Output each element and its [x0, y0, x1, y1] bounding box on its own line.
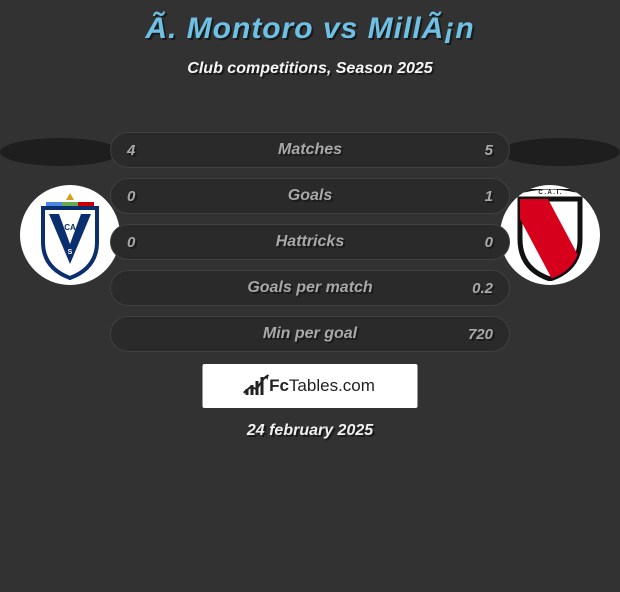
velez-sarsfield-badge: CA S: [31, 190, 109, 280]
brand-rest: Tables.com: [289, 376, 375, 395]
source-logo: FcTables.com: [203, 364, 418, 408]
stat-left-value: 0: [127, 234, 135, 251]
stat-row-hattricks: 0 Hattricks 0: [110, 224, 510, 260]
stat-row-goals-per-match: Goals per match 0.2: [110, 270, 510, 306]
comparison-title: Ã. Montoro vs MillÃ¡n: [0, 12, 620, 46]
stat-row-goals: 0 Goals 1: [110, 178, 510, 214]
shadow-left: [0, 138, 120, 166]
chart-icon: [245, 377, 263, 395]
stats-rows: 4 Matches 5 0 Goals 1 0 Hattricks 0 Goal…: [110, 132, 510, 362]
stat-label: Goals per match: [247, 279, 372, 297]
stat-row-min-per-goal: Min per goal 720: [110, 316, 510, 352]
svg-text:S: S: [68, 249, 73, 256]
stat-label: Min per goal: [263, 325, 357, 343]
stat-right-value: 0.2: [472, 280, 493, 297]
brand-bold: Fc: [269, 376, 289, 395]
comparison-subtitle: Club competitions, Season 2025: [0, 60, 620, 78]
stat-label: Matches: [278, 141, 342, 159]
club-badge-right: C . A . I .: [500, 185, 600, 285]
stat-right-value: 0: [485, 234, 493, 251]
stat-right-value: 5: [485, 142, 493, 159]
stat-right-value: 720: [468, 326, 493, 343]
club-badge-left: CA S: [20, 185, 120, 285]
shadow-right: [500, 138, 620, 166]
svg-text:C . A . I .: C . A . I .: [538, 190, 562, 196]
stat-right-value: 1: [485, 188, 493, 205]
stat-label: Hattricks: [276, 233, 344, 251]
stat-left-value: 0: [127, 188, 135, 205]
independiente-badge: C . A . I .: [510, 189, 590, 281]
stat-row-matches: 4 Matches 5: [110, 132, 510, 168]
stat-label: Goals: [288, 187, 332, 205]
snapshot-date: 24 february 2025: [0, 422, 620, 440]
brand-text: FcTables.com: [269, 376, 375, 396]
stat-left-value: 4: [127, 142, 135, 159]
svg-text:CA: CA: [64, 223, 76, 232]
